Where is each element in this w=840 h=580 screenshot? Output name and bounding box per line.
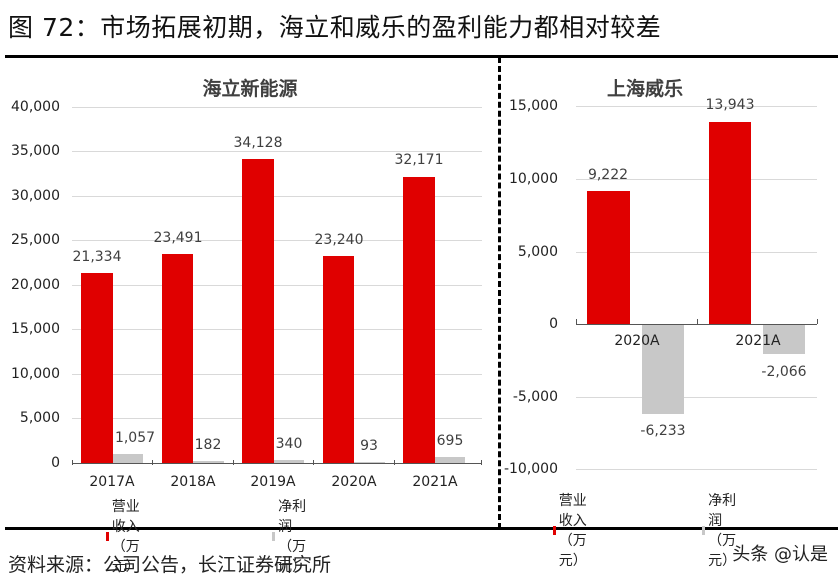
gridline [72, 329, 482, 330]
bar-profit-2020A [354, 462, 385, 463]
x-tick [72, 460, 73, 465]
x-label: 2017A [89, 474, 135, 490]
gridline [576, 397, 817, 398]
x-tick [394, 460, 395, 465]
bar-revenue-2018A [162, 254, 193, 463]
gridline [576, 179, 817, 180]
value-label: 9,222 [587, 167, 629, 183]
source-note: 资料来源：公司公告，长江证券研究所 [8, 554, 332, 576]
value-label: 23,240 [314, 232, 364, 248]
x-tick [481, 460, 482, 465]
value-label: 34,128 [233, 135, 283, 151]
gridline [72, 196, 482, 197]
legend-item-profit: 净利润（万元） [272, 496, 312, 576]
legend-swatch-gray [702, 525, 706, 535]
x-tick [697, 319, 698, 324]
value-label: 93 [360, 438, 378, 454]
y-tick: 10,000 [11, 366, 60, 382]
value-label: 21,334 [72, 249, 122, 265]
watermark: 头条 @认是 [732, 544, 828, 565]
x-axis [576, 324, 817, 325]
gridline [72, 151, 482, 152]
bottom-rule [5, 527, 838, 530]
y-tick: 10,000 [509, 171, 558, 187]
value-label: -6,233 [640, 423, 686, 439]
y-tick: 5,000 [517, 244, 558, 260]
gridline [576, 106, 817, 107]
panel-divider [498, 57, 501, 529]
legend-label: 净利润（万元） [708, 493, 737, 569]
value-label: 13,943 [705, 97, 755, 113]
bar-revenue-2020A [323, 256, 354, 463]
bar-profit-2020A [642, 324, 684, 414]
y-tick: 40,000 [11, 99, 60, 115]
legend-label: 净利润（万元） [278, 499, 307, 575]
gridline [72, 418, 482, 419]
y-tick: 5,000 [19, 410, 60, 426]
value-label: 23,491 [153, 230, 203, 246]
x-tick [817, 319, 818, 324]
x-label: 2020A [331, 474, 377, 490]
bar-revenue-2021A [709, 122, 751, 324]
y-tick: 25,000 [11, 232, 60, 248]
bar-revenue-2021A [403, 177, 435, 463]
y-tick: -10,000 [503, 461, 558, 477]
bar-revenue-2019A [242, 159, 274, 463]
gridline [72, 374, 482, 375]
y-tick: 0 [51, 455, 60, 471]
legend-swatch-red [106, 531, 109, 541]
x-label: 2020A [614, 333, 660, 349]
bar-profit-2019A [274, 460, 304, 463]
x-tick [313, 460, 314, 465]
value-label: 32,171 [394, 152, 444, 168]
gridline [72, 285, 482, 286]
top-rule [5, 55, 838, 58]
value-label: -2,066 [761, 364, 807, 380]
legend-label: 营业收入（万元） [558, 493, 587, 569]
bar-profit-2018A [193, 461, 224, 463]
y-tick: 35,000 [11, 143, 60, 159]
gridline [576, 469, 817, 470]
legend-label: 营业收入（万元） [111, 499, 140, 575]
legend-item-revenue: 营业收入（万元） [553, 490, 593, 570]
y-tick: 15,000 [509, 98, 558, 114]
value-label: 695 [436, 433, 464, 449]
legend-item-profit: 净利润（万元） [702, 490, 742, 570]
value-label: 182 [194, 437, 222, 453]
x-label: 2018A [170, 474, 216, 490]
bar-revenue-2020A [587, 191, 630, 324]
y-tick: 0 [549, 316, 558, 332]
y-tick: 15,000 [11, 321, 60, 337]
x-axis [72, 463, 482, 464]
gridline [72, 107, 482, 108]
legend-swatch-red [553, 525, 556, 535]
y-tick: -5,000 [512, 389, 558, 405]
bar-profit-2021A [763, 324, 805, 354]
x-label: 2021A [412, 474, 458, 490]
x-label: 2021A [735, 333, 781, 349]
value-label: 1,057 [114, 430, 156, 446]
chart-title: 上海威乐 [606, 78, 683, 100]
figure-title: 图 72：市场拓展初期，海立和威乐的盈利能力都相对较差 [8, 13, 662, 42]
legend-item-revenue: 营业收入（万元） [106, 496, 146, 576]
x-tick [152, 460, 153, 465]
x-tick [576, 319, 577, 324]
bar-profit-2021A [435, 457, 465, 463]
gridline [576, 252, 817, 253]
chart-title: 海立新能源 [202, 78, 298, 100]
value-label: 340 [275, 436, 303, 452]
x-tick [233, 460, 234, 465]
legend-swatch-gray [272, 531, 276, 541]
gridline [72, 240, 482, 241]
x-label: 2019A [250, 474, 296, 490]
y-tick: 20,000 [11, 277, 60, 293]
y-tick: 30,000 [11, 188, 60, 204]
bar-revenue-2017A [81, 273, 113, 463]
bar-profit-2017A [113, 454, 143, 463]
